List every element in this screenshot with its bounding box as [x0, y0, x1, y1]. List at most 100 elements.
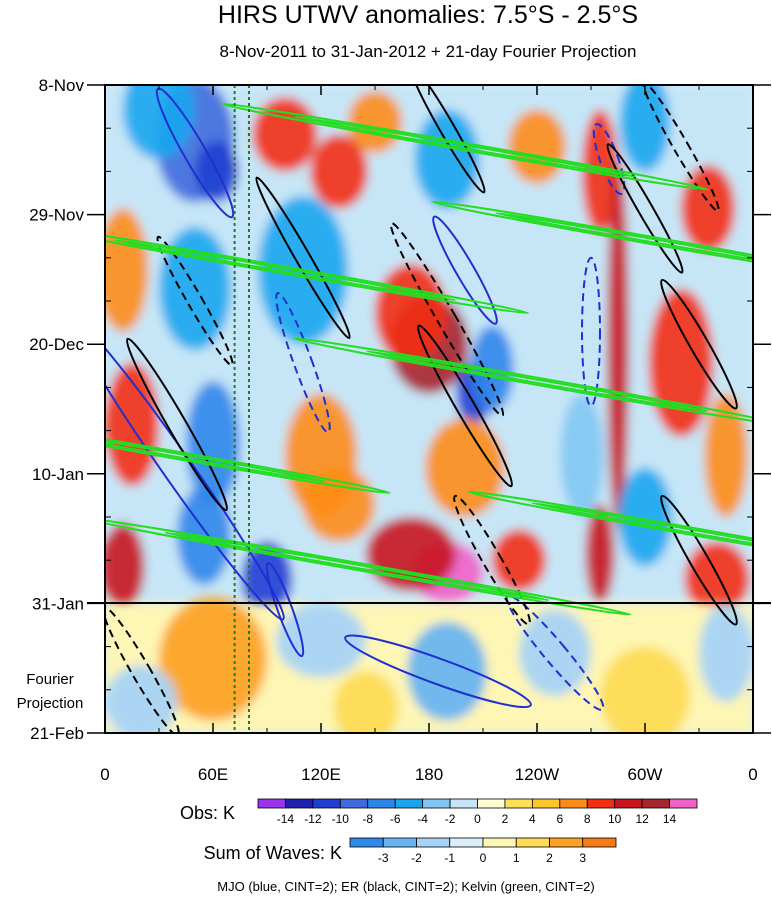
obs-anomaly-blob	[414, 109, 480, 209]
chart-subtitle: 8-Nov-2011 to 31-Jan-2012 + 21-day Fouri…	[220, 42, 637, 61]
obs-colorbar-label: 6	[556, 812, 563, 826]
obs-colorbar-swatch	[312, 798, 341, 809]
obs-anomaly-blob	[681, 165, 735, 252]
x-tick-label: 0	[748, 765, 757, 784]
obs-anomaly-blob	[704, 393, 748, 517]
obs-anomaly-blob	[186, 381, 240, 505]
reference-longitude-lines	[233, 85, 250, 733]
kelvin-contour	[105, 416, 391, 494]
y-axis: 8-Nov 29-Nov 20-Dec 10-Jan 31-Jan 21-Feb	[29, 76, 771, 743]
obs-anomaly-blob	[105, 523, 145, 610]
obs-colorbar-swatch	[559, 798, 588, 809]
wave-colorbar-swatch	[416, 837, 451, 848]
kelvin-contour	[495, 211, 753, 267]
kelvin-contour	[105, 517, 632, 616]
obs-anomaly-blob	[619, 85, 671, 172]
projection-field	[105, 597, 753, 733]
kelvin-contour	[365, 350, 709, 413]
x-tick-label: 180	[415, 765, 443, 784]
kelvin-contour	[105, 226, 530, 315]
projection-blob	[407, 621, 487, 721]
wave-colorbar-swatch	[449, 837, 484, 848]
y-tick-label: 20-Dec	[29, 335, 84, 354]
obs-colorbar-label: -12	[304, 812, 322, 826]
obs-anomaly-blob	[105, 208, 149, 332]
obs-anomaly-blob	[123, 85, 195, 160]
wave-colorbar-label: 0	[480, 851, 487, 865]
contour-legend: MJO (blue, CINT=2); ER (black, CINT=2); …	[217, 879, 594, 894]
projection-blob	[600, 646, 690, 733]
er-contour	[660, 494, 738, 626]
chart-title: HIRS UTWV anomalies: 7.5°S - 2.5°S	[218, 1, 638, 29]
x-tick-label: 120E	[301, 765, 341, 784]
er-contour	[417, 324, 513, 488]
obs-anomaly-blob	[648, 288, 714, 437]
x-tick-label: 60W	[628, 765, 663, 784]
obs-colorbar-swatch	[394, 798, 424, 809]
mjo-contour	[432, 215, 498, 325]
obs-anomaly-blob	[375, 263, 447, 363]
obs-anomaly-blob	[310, 134, 368, 209]
projection-label-line2: Projection	[17, 695, 84, 712]
obs-anomaly-blob	[560, 393, 604, 517]
mjo-contour	[344, 634, 532, 709]
obs-colorbar-swatch	[641, 798, 670, 809]
er-contour	[642, 85, 720, 212]
obs-anomaly-blob	[105, 362, 159, 487]
obs-anomaly-blob	[684, 541, 750, 616]
kelvin-contour	[113, 239, 457, 302]
obs-anomaly-blob	[508, 109, 566, 184]
wave-colorbar-swatch	[549, 837, 584, 848]
obs-colorbar-label: -2	[445, 812, 456, 826]
obs-anomaly-blob	[585, 504, 615, 604]
mjo-contour	[592, 123, 626, 195]
wave-colorbar: -3 -2 -1 0 1 2 3	[349, 837, 617, 865]
wave-colorbar-title: Sum of Waves: K	[204, 843, 342, 863]
wave-colorbar-label: -3	[378, 851, 389, 865]
kelvin-contour	[105, 427, 327, 483]
mjo-contour	[581, 256, 601, 407]
kelvin-contour	[292, 337, 753, 426]
wave-contours	[105, 85, 753, 733]
er-contour	[156, 235, 234, 367]
y-tick-label: 31-Jan	[32, 594, 84, 613]
obs-colorbar-title: Obs: K	[180, 803, 235, 823]
obs-colorbar-label: 0	[474, 812, 481, 826]
obs-colorbar-label: 10	[608, 812, 622, 826]
wave-colorbar-label: 1	[513, 851, 520, 865]
er-contour	[408, 85, 486, 194]
obs-colorbar-swatch	[669, 798, 698, 809]
obs-anomaly-blob	[492, 529, 546, 592]
kelvin-contour	[467, 490, 753, 569]
obs-colorbar-swatch	[504, 798, 533, 809]
wave-colorbar-label: 2	[546, 851, 553, 865]
wave-colorbar-swatch	[482, 837, 517, 848]
obs-colorbar-swatch	[477, 798, 506, 809]
obs-colorbar-swatch	[586, 798, 616, 809]
er-contour	[606, 143, 684, 274]
plot-area	[105, 85, 753, 733]
projection-blob	[276, 603, 366, 678]
er-contour	[660, 278, 738, 410]
y-tick-label: 10-Jan	[32, 465, 84, 484]
kelvin-contour	[531, 502, 753, 557]
obs-colorbar-swatch	[339, 798, 369, 809]
x-axis: 0 60E 120E 180 120W 60W 0	[100, 85, 758, 784]
obs-anomaly-blob	[303, 467, 375, 542]
obs-anomaly-blob	[425, 418, 505, 517]
er-contour	[126, 337, 228, 512]
obs-colorbar-swatch	[449, 798, 478, 809]
projection-blob	[105, 665, 177, 733]
projection-blob	[699, 603, 753, 703]
wave-colorbar-swatch	[349, 837, 384, 848]
er-contour	[255, 176, 351, 340]
obs-colorbar-label: -10	[332, 812, 350, 826]
wave-colorbar-swatch	[582, 837, 617, 848]
x-tick-label: 0	[100, 765, 109, 784]
x-tick-label: 60E	[198, 765, 228, 784]
obs-colorbar-swatch	[285, 798, 314, 809]
projection-label-line1: Fourier	[26, 671, 74, 688]
kelvin-contour	[220, 102, 710, 191]
obs-colorbar-swatch	[257, 798, 286, 809]
